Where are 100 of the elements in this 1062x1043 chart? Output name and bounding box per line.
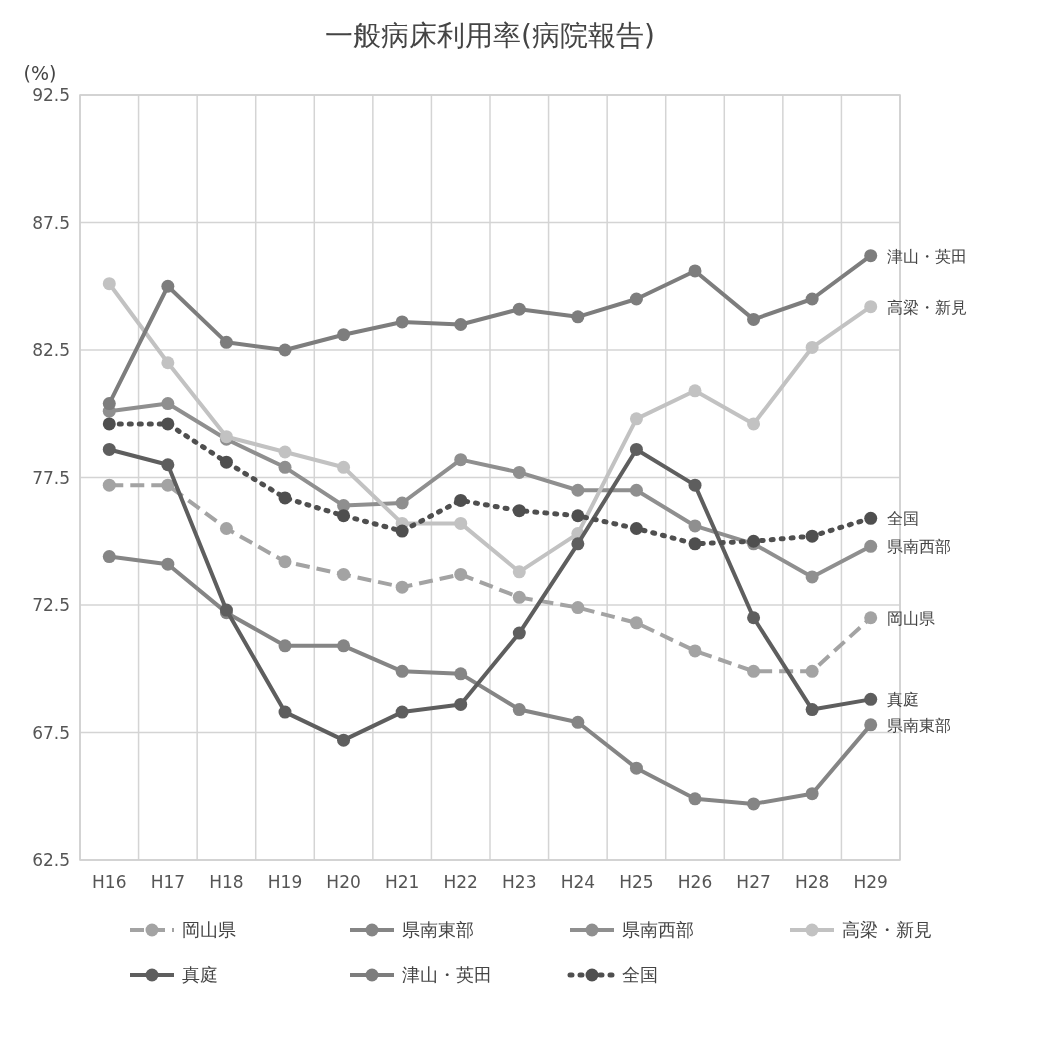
point <box>102 397 116 411</box>
point <box>454 516 468 530</box>
legend-label: 県南東部 <box>402 919 474 940</box>
annotation: 岡山県 <box>886 608 935 628</box>
point <box>512 590 526 604</box>
point <box>454 667 468 681</box>
point <box>805 340 819 354</box>
point <box>571 483 585 497</box>
point <box>278 705 292 719</box>
point <box>454 567 468 581</box>
point <box>395 315 409 329</box>
point <box>337 733 351 747</box>
point <box>629 761 643 775</box>
y-tick-label: 92.5 <box>32 85 70 105</box>
point <box>805 787 819 801</box>
y-tick-label: 87.5 <box>32 212 70 233</box>
point <box>629 292 643 306</box>
point <box>747 664 761 678</box>
point <box>571 310 585 324</box>
point <box>219 455 233 469</box>
point <box>688 792 702 806</box>
point <box>395 496 409 510</box>
x-tick-label: H24 <box>560 872 596 892</box>
x-tick-label: H26 <box>677 872 713 892</box>
point <box>454 318 468 331</box>
point <box>102 417 116 431</box>
point <box>337 509 351 523</box>
point <box>864 249 878 263</box>
point <box>395 705 409 719</box>
point <box>805 664 819 678</box>
point <box>219 335 233 349</box>
x-tick-label: H21 <box>384 872 420 892</box>
point <box>629 412 643 426</box>
y-axis-title: (%) <box>23 62 57 84</box>
x-tick-label: H25 <box>619 872 654 892</box>
point <box>805 292 819 306</box>
point <box>161 279 175 293</box>
point <box>688 519 702 533</box>
point <box>864 611 878 625</box>
point <box>278 491 292 505</box>
point <box>102 277 116 291</box>
point <box>805 570 819 584</box>
point <box>337 328 351 342</box>
legend-label: 津山・英田 <box>402 964 492 985</box>
x-tick-label: H23 <box>502 872 537 892</box>
point <box>102 442 116 456</box>
legend-label: 県南西部 <box>622 919 694 940</box>
chart-title: 一般病床利用率(病院報告) <box>325 19 655 52</box>
point <box>219 522 233 535</box>
point <box>161 356 175 370</box>
point <box>747 611 761 625</box>
point <box>512 565 526 579</box>
annotation: 県南東部 <box>886 715 951 735</box>
point <box>805 529 819 543</box>
annotation: 真庭 <box>886 690 919 710</box>
legend-label: 岡山県 <box>182 919 236 940</box>
point <box>747 312 761 326</box>
legend-label: 全国 <box>622 964 658 985</box>
x-tick-label: H29 <box>853 872 888 892</box>
point <box>864 692 878 706</box>
point <box>512 504 526 518</box>
point <box>629 442 643 456</box>
point <box>161 478 175 492</box>
point <box>161 397 175 411</box>
point <box>571 509 585 523</box>
point <box>512 626 526 640</box>
point <box>102 550 116 564</box>
annotation: 津山・英田 <box>886 246 967 266</box>
point <box>161 458 175 472</box>
point <box>512 703 526 717</box>
point <box>805 703 819 717</box>
y-tick-label: 67.5 <box>32 722 70 743</box>
x-tick-label: H16 <box>92 872 127 892</box>
point <box>688 537 702 551</box>
y-tick-label: 82.5 <box>32 340 70 360</box>
point <box>571 601 585 615</box>
point <box>454 493 468 507</box>
x-tick-label: H17 <box>150 872 186 892</box>
annotation: 県南西部 <box>886 537 951 557</box>
point <box>747 797 761 811</box>
point <box>278 639 292 653</box>
point <box>571 537 585 551</box>
point <box>337 639 351 653</box>
point <box>395 664 409 678</box>
point <box>864 300 878 314</box>
point <box>512 465 526 479</box>
point <box>454 697 468 711</box>
point <box>454 453 468 467</box>
legend-label: 高梁・新見 <box>842 919 932 940</box>
y-tick-label: 62.5 <box>32 850 70 870</box>
point <box>688 478 702 492</box>
annotation: 高梁・新見 <box>886 297 967 317</box>
point <box>747 417 761 431</box>
point <box>278 445 292 459</box>
legend-label: 真庭 <box>182 964 218 985</box>
point <box>102 478 116 492</box>
point <box>864 539 878 553</box>
point <box>161 417 175 431</box>
point <box>337 460 351 474</box>
x-tick-label: H27 <box>736 872 771 892</box>
